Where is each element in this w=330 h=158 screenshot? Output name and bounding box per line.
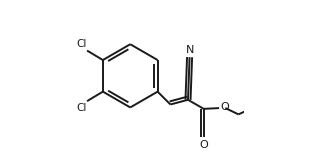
Text: Cl: Cl <box>76 103 86 113</box>
Text: N: N <box>185 45 194 55</box>
Text: Cl: Cl <box>76 39 86 49</box>
Text: O: O <box>220 102 229 112</box>
Text: O: O <box>199 140 208 150</box>
